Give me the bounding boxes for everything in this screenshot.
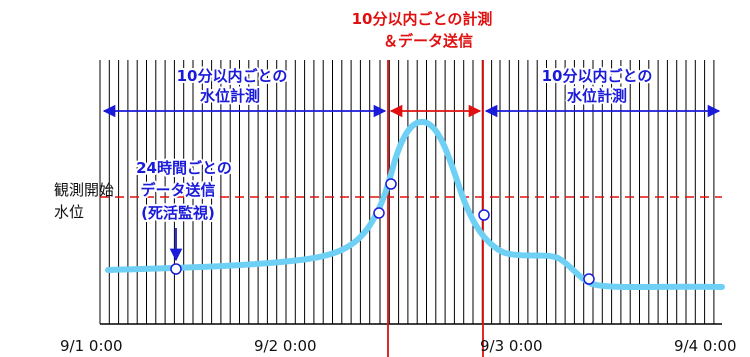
right-interval-label-line1: 10分以内ごとの xyxy=(542,67,653,85)
threshold-label-line2: 水位 xyxy=(54,203,84,221)
sample-point xyxy=(385,178,397,190)
sample-point xyxy=(583,273,595,285)
x-tick-label: 9/3 0:00 xyxy=(480,337,543,355)
x-tick-label: 9/4 0:00 xyxy=(674,337,737,355)
right-interval-label-line2: 水位計測 xyxy=(567,87,627,105)
threshold-label-line1: 観測開始 xyxy=(54,181,114,199)
left-interval-label-line2: 水位計測 xyxy=(200,87,260,105)
heartbeat-label-line2: データ送信 xyxy=(140,181,215,199)
top-label-line1: 10分以内ごとの計測 xyxy=(352,10,493,28)
sample-point xyxy=(373,207,385,219)
top-label-line2: ＆データ送信 xyxy=(383,32,473,50)
time-grid xyxy=(99,60,715,324)
sample-point xyxy=(170,263,182,275)
heartbeat-label-line1: 24時間ごとの xyxy=(136,159,232,177)
heartbeat-label-line3: (死活監視) xyxy=(141,204,215,222)
left-interval-label-line1: 10分以内ごとの xyxy=(177,67,288,85)
x-tick-label: 9/2 0:00 xyxy=(254,337,317,355)
x-tick-label: 9/1 0:00 xyxy=(60,337,123,355)
water-level-curve xyxy=(105,118,725,290)
sample-point xyxy=(478,209,490,221)
